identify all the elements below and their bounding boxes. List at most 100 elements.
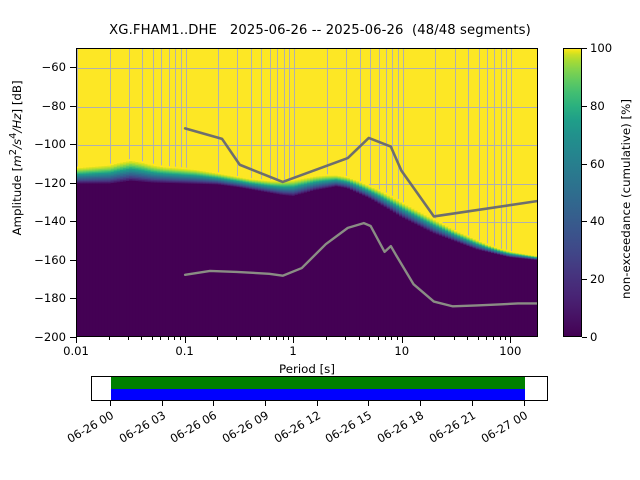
- ppsd-bin: [310, 188, 314, 190]
- ppsd-bin: [356, 192, 360, 336]
- ppsd-bin: [254, 189, 259, 191]
- ppsd-bin: [285, 181, 290, 184]
- ppsd-bin: [273, 182, 278, 185]
- ppsd-bin: [417, 219, 422, 222]
- ppsd-bin: [438, 230, 443, 232]
- ppsd-bin: [463, 244, 468, 336]
- ppsd-bin: [429, 228, 434, 230]
- ppsd-bin: [270, 182, 274, 185]
- ppsd-bin: [368, 196, 373, 199]
- ppsd-bin: [423, 214, 428, 217]
- ppsd-bin: [144, 177, 149, 180]
- ppsd-bin: [257, 185, 262, 187]
- ppsd-bin: [193, 177, 198, 180]
- ppsd-bin: [405, 206, 409, 208]
- ppsd-bin: [156, 169, 161, 172]
- ppsd-bin: [175, 179, 179, 181]
- ppsd-bin: [506, 250, 511, 252]
- ppsd-bin: [211, 177, 216, 180]
- ppsd-bin: [399, 212, 403, 215]
- ppsd-bin: [126, 174, 130, 177]
- ppsd-bin: [104, 174, 109, 177]
- ppsd-bin: [448, 233, 452, 235]
- gridline-vertical: [402, 49, 404, 336]
- ppsd-bin: [202, 179, 207, 182]
- ppsd-bin: [325, 175, 330, 177]
- ppsd-bin: [138, 177, 143, 180]
- ppsd-bin: [463, 243, 468, 245]
- ppsd-bin: [101, 178, 106, 181]
- ppsd-bin: [279, 189, 284, 191]
- ppsd-bin: [178, 170, 182, 173]
- ppsd-bin: [184, 182, 189, 336]
- ppsd-bin: [478, 246, 483, 248]
- ppsd-bin: [334, 180, 339, 183]
- ppsd-bin: [86, 178, 90, 180]
- ppsd-bin: [303, 179, 308, 181]
- ppsd-bin: [405, 205, 409, 207]
- ppsd-bin: [291, 195, 296, 336]
- ppsd-bin: [282, 191, 287, 193]
- ppsd-bin: [144, 171, 149, 174]
- ppsd-bin: [104, 181, 109, 184]
- ppsd-bin: [267, 186, 271, 189]
- ppsd-bin: [405, 209, 409, 211]
- ppsd-bin: [521, 258, 526, 336]
- ppsd-bin: [438, 224, 443, 227]
- ppsd-bin: [95, 171, 100, 174]
- ppsd-bin: [83, 181, 87, 184]
- ppsd-bin: [92, 171, 97, 174]
- ppsd-bin: [107, 178, 112, 181]
- ppsd-bin: [107, 177, 112, 180]
- ppsd-bin: [273, 181, 278, 184]
- ppsd-bin: [80, 168, 84, 171]
- ppsd-bin: [494, 246, 498, 248]
- ppsd-bin: [353, 190, 357, 336]
- ppsd-bin: [199, 173, 204, 175]
- ppsd-bin: [414, 209, 419, 212]
- ppsd-bin: [395, 214, 400, 336]
- ppsd-bin: [215, 180, 219, 182]
- ppsd-bin: [184, 174, 189, 176]
- ppsd-bin: [457, 236, 462, 238]
- ppsd-bin: [83, 165, 87, 168]
- ppsd-bin: [322, 183, 327, 185]
- ppsd-bin: [86, 181, 90, 184]
- ppsd-bin: [457, 234, 462, 236]
- ppsd-bin: [457, 235, 462, 237]
- ppsd-bin: [254, 187, 259, 189]
- ppsd-bin: [310, 183, 314, 185]
- ppsd-bin: [205, 177, 210, 179]
- ppsd-bin: [426, 222, 431, 225]
- ppsd-bin: [392, 208, 397, 211]
- ppsd-bin: [386, 196, 391, 198]
- ppsd-bin: [218, 178, 222, 180]
- ppsd-bin: [86, 176, 90, 179]
- ppsd-bin: [169, 169, 173, 172]
- ppsd-bin: [377, 199, 382, 201]
- ppsd-bin: [359, 186, 363, 188]
- ppsd-bin: [448, 229, 452, 231]
- ppsd-bin: [288, 188, 293, 190]
- ppsd-bin: [310, 178, 314, 181]
- ppsd-bin: [181, 180, 186, 183]
- gridline-vertical: [511, 49, 513, 336]
- ppsd-bin: [202, 183, 207, 336]
- ppsd-bin: [211, 171, 216, 174]
- x-axis-tick: [486, 337, 488, 340]
- ppsd-bin: [402, 209, 406, 212]
- ppsd-bin: [196, 173, 201, 175]
- ppsd-bin: [199, 178, 204, 180]
- ppsd-bin: [448, 231, 452, 234]
- ppsd-bin: [119, 172, 124, 175]
- ppsd-bin: [441, 229, 446, 232]
- ppsd-bin: [264, 186, 268, 188]
- ppsd-bin: [141, 171, 146, 174]
- ppsd-bin: [264, 188, 268, 190]
- ppsd-bin: [337, 177, 342, 179]
- ppsd-bin: [98, 173, 103, 176]
- ppsd-bin: [261, 187, 265, 189]
- y-axis-label: Amplitude [m2/s4/Hz] [dB]: [8, 80, 24, 236]
- ppsd-bin: [77, 182, 81, 336]
- ppsd-bin: [199, 172, 204, 174]
